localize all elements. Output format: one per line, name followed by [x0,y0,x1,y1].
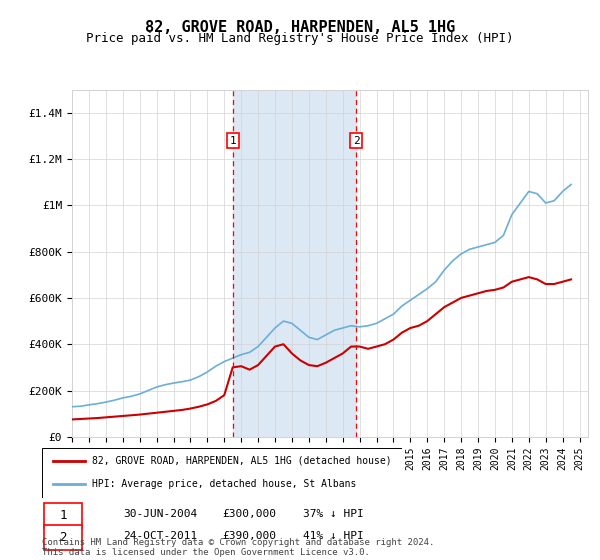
Text: Contains HM Land Registry data © Crown copyright and database right 2024.
This d: Contains HM Land Registry data © Crown c… [42,538,434,557]
Text: HPI: Average price, detached house, St Albans: HPI: Average price, detached house, St A… [92,479,357,489]
Text: 37% ↓ HPI: 37% ↓ HPI [303,508,364,519]
Text: 30-JUN-2004: 30-JUN-2004 [123,508,197,519]
Text: 1: 1 [229,136,236,146]
Text: 2: 2 [59,531,67,544]
Bar [233,90,356,437]
Text: £300,000: £300,000 [222,508,276,519]
FancyBboxPatch shape [44,503,82,528]
Text: £390,000: £390,000 [222,531,276,541]
Text: 82, GROVE ROAD, HARPENDEN, AL5 1HG: 82, GROVE ROAD, HARPENDEN, AL5 1HG [145,20,455,35]
FancyBboxPatch shape [42,448,402,498]
FancyBboxPatch shape [44,525,82,550]
Text: 82, GROVE ROAD, HARPENDEN, AL5 1HG (detached house): 82, GROVE ROAD, HARPENDEN, AL5 1HG (deta… [92,456,392,465]
Text: 24-OCT-2011: 24-OCT-2011 [123,531,197,541]
Text: Price paid vs. HM Land Registry's House Price Index (HPI): Price paid vs. HM Land Registry's House … [86,32,514,45]
Text: 1: 1 [59,508,67,522]
Text: 41% ↓ HPI: 41% ↓ HPI [303,531,364,541]
Text: 2: 2 [353,136,359,146]
